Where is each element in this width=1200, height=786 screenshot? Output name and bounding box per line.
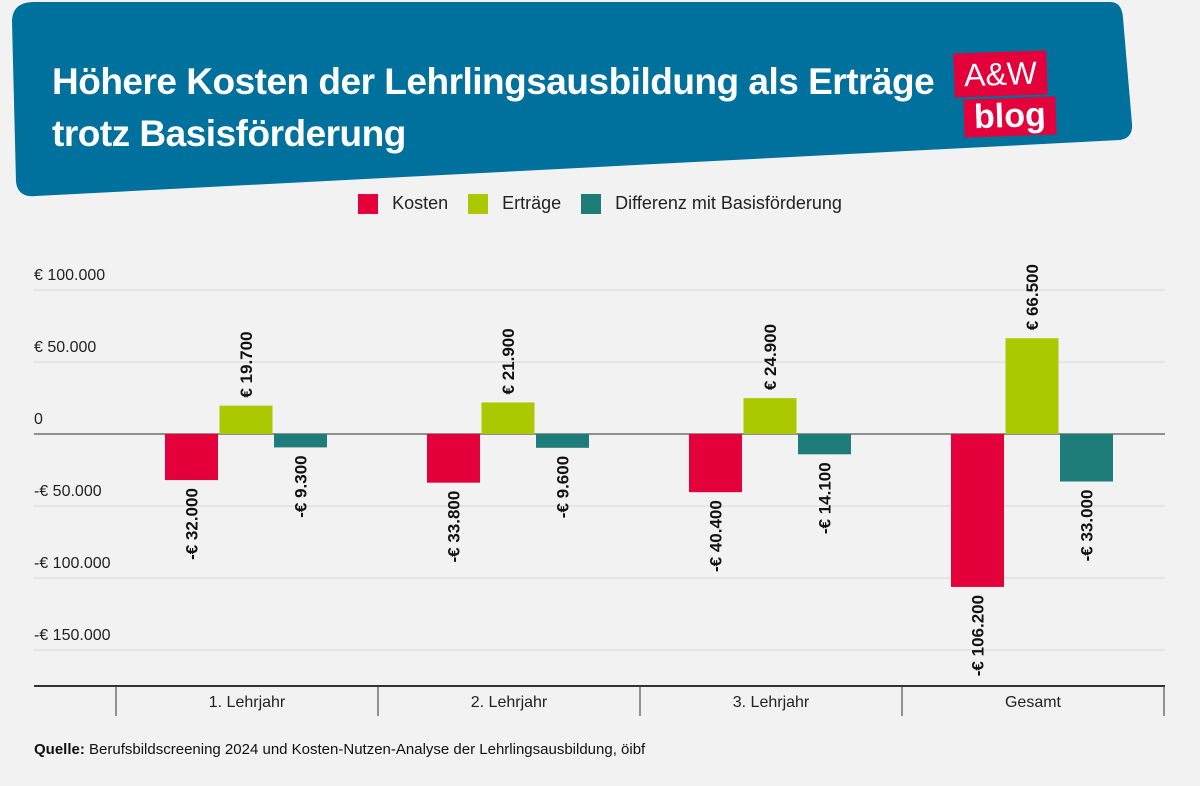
- source-text: Berufsbildscreening 2024 und Kosten-Nutz…: [84, 741, 646, 758]
- bar-differenz: [274, 434, 327, 448]
- legend-swatch-differenz: [581, 193, 602, 214]
- legend-item-kosten: Kosten: [358, 193, 448, 214]
- data-label: -€ 40.400: [707, 500, 726, 572]
- bar-kosten: [951, 434, 1004, 587]
- data-label: -€ 14.100: [816, 462, 835, 534]
- x-tick-label: Gesamt: [1005, 694, 1062, 711]
- y-tick-label: 0: [34, 411, 43, 428]
- y-tick-label: -€ 150.000: [34, 627, 111, 644]
- y-tick-label: € 50.000: [34, 339, 96, 356]
- bar-kosten: [165, 434, 218, 481]
- data-label: -€ 32.000: [183, 488, 202, 560]
- data-label: € 21.900: [499, 328, 518, 394]
- y-tick-label: -€ 100.000: [34, 555, 111, 572]
- legend-label-ertraege: Erträge: [502, 193, 562, 213]
- header-banner-shape: [12, 2, 1133, 197]
- source-note: Quelle: Berufsbildscreening 2024 und Kos…: [34, 741, 645, 758]
- data-label: € 66.500: [1023, 264, 1042, 330]
- data-label: € 19.700: [237, 331, 256, 397]
- legend-label-kosten: Kosten: [392, 193, 449, 213]
- legend-item-ertraege: Erträge: [468, 193, 561, 214]
- data-label: € 24.900: [761, 324, 780, 390]
- x-tick-label: 1. Lehrjahr: [209, 694, 286, 711]
- legend-label-differenz: Differenz mit Basisförderung: [615, 193, 842, 213]
- bar-differenz: [798, 434, 851, 455]
- legend-swatch-kosten: [358, 193, 379, 214]
- bar-differenz: [1060, 434, 1113, 482]
- bar-differenz: [536, 434, 589, 448]
- source-label: Quelle:: [34, 741, 85, 758]
- legend-item-differenz: Differenz mit Basisförderung: [581, 193, 842, 214]
- x-tick-label: 3. Lehrjahr: [733, 694, 810, 711]
- header-banner: Höhere Kosten der Lehrlingsausbildung al…: [0, 0, 1200, 200]
- bar-erträge: [219, 405, 273, 434]
- bar-erträge: [481, 402, 535, 434]
- x-tick-label: 2. Lehrjahr: [471, 694, 548, 711]
- bar-kosten: [689, 434, 742, 493]
- bar-erträge: [743, 398, 797, 434]
- data-label: -€ 9.300: [292, 455, 311, 517]
- legend: Kosten Erträge Differenz mit Basisförder…: [0, 193, 1200, 214]
- bar-erträge: [1005, 338, 1059, 434]
- y-tick-label: -€ 50.000: [34, 483, 102, 500]
- chart-title: Höhere Kosten der Lehrlingsausbildung al…: [52, 61, 935, 154]
- data-label: -€ 33.000: [1078, 490, 1097, 562]
- y-tick-label: € 100.000: [34, 267, 105, 284]
- bar-kosten: [427, 434, 480, 483]
- legend-swatch-ertraege: [468, 193, 489, 214]
- data-label: -€ 9.600: [554, 456, 573, 518]
- data-label: -€ 106.200: [969, 595, 988, 676]
- data-label: -€ 33.800: [445, 491, 464, 563]
